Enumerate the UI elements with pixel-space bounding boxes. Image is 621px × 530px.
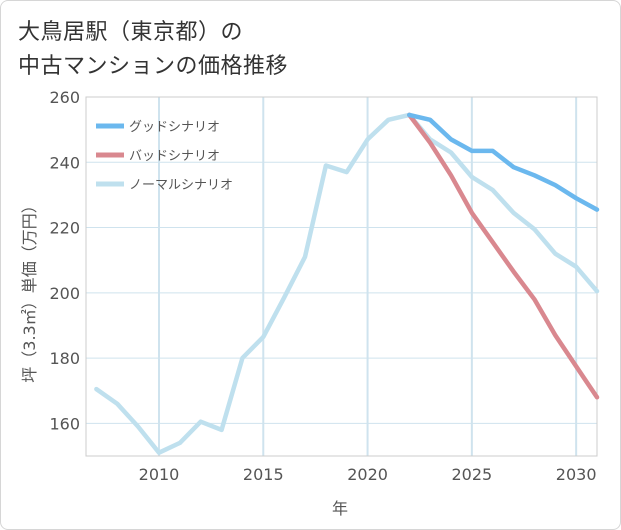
x-tick-label: 2015: [243, 465, 284, 484]
x-tick-label: 2030: [556, 465, 597, 484]
tick-labels: 160 180 200 220 240 260 2010 2015 2020 2025 2030: [49, 88, 596, 484]
series-line-normal: [94, 112, 600, 455]
legend-label-bad: バッドシナリオ: [129, 149, 220, 164]
grid-lines: [86, 96, 597, 456]
legend-label-good: グッドシナリオ: [129, 120, 220, 135]
series-lines: [94, 112, 600, 455]
series-line-good: [407, 112, 600, 212]
chart-title: 大鳥居駅（東京都）の 中古マンションの価格推移: [18, 16, 288, 84]
y-tick-label: 160: [49, 414, 80, 433]
y-tick-label: 220: [49, 219, 80, 238]
y-tick-label: 260: [49, 88, 80, 107]
y-tick-label: 240: [49, 153, 80, 172]
x-tick-label: 2010: [139, 465, 180, 484]
x-tick-label: 2020: [347, 465, 388, 484]
plot-area-border: [85, 96, 598, 457]
y-tick-label: 200: [49, 284, 80, 303]
x-tick-label: 2025: [451, 465, 492, 484]
y-axis-label: 坪（3.3㎡）単価（万円）: [20, 197, 39, 382]
title-line-1: 大鳥居駅（東京都）の: [18, 20, 244, 45]
legend-label-normal: ノーマルシナリオ: [129, 178, 233, 193]
series-line-bad: [407, 112, 600, 400]
title-line-2: 中古マンションの価格推移: [18, 54, 289, 79]
x-axis-label: 年: [332, 499, 348, 518]
y-tick-label: 180: [49, 349, 80, 368]
